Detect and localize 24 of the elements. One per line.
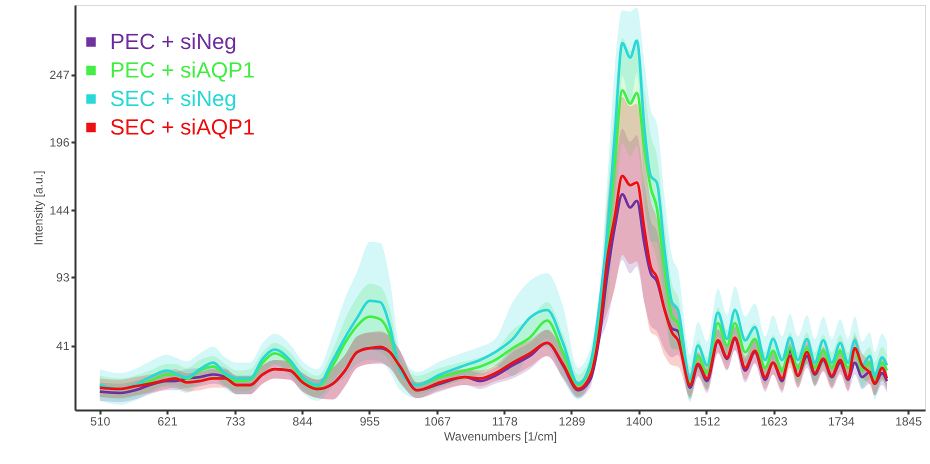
y-axis-title: Intensity [a.u.] <box>31 170 46 246</box>
x-tick-label: 1623 <box>760 414 788 428</box>
x-tick-label: 1289 <box>558 414 586 428</box>
legend-label: SEC + siAQP1 <box>110 114 255 140</box>
y-tick-label: 247 <box>49 68 70 82</box>
y-tick-label: 93 <box>56 270 70 285</box>
x-tick-label: 1067 <box>424 414 452 428</box>
legend-label: PEC + siNeg <box>110 29 237 54</box>
x-tick-label: 733 <box>225 414 246 428</box>
x-tick-label: 844 <box>292 414 313 428</box>
y-tick-label: 144 <box>49 204 70 218</box>
y-tick-label: 41 <box>56 339 70 354</box>
x-tick-label: 1734 <box>828 414 856 428</box>
x-axis-title: Wavenumbers [1/cm] <box>444 430 557 444</box>
x-tick-label: 1845 <box>895 414 922 428</box>
legend-label: SEC + siNeg <box>110 86 237 111</box>
x-tick-label: 510 <box>90 414 111 428</box>
y-tick-label: 196 <box>49 135 70 150</box>
legend-label: PEC + siAQP1 <box>110 58 255 82</box>
x-tick-label: 621 <box>158 414 178 428</box>
x-tick-label: 1400 <box>626 414 653 428</box>
x-tick-label: 1178 <box>492 414 518 428</box>
x-tick-label: 955 <box>360 414 380 428</box>
x-tick-label: 1512 <box>694 414 721 428</box>
